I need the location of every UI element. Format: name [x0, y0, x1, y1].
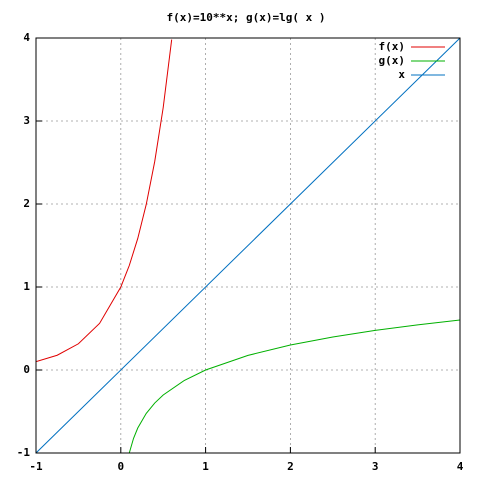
plot-area — [36, 38, 460, 453]
x-tick-label: -1 — [29, 460, 43, 473]
x-tick-label: 4 — [457, 460, 464, 473]
series-line — [36, 38, 460, 453]
y-tick-label: 1 — [23, 280, 30, 293]
y-tick-label: 2 — [23, 197, 30, 210]
x-tick-label: 1 — [202, 460, 209, 473]
legend-label: f(x) — [379, 40, 406, 53]
y-tick-label: 4 — [23, 31, 30, 44]
chart-title: f(x)=10**x; g(x)=lg( x ) — [167, 11, 326, 24]
series-line — [36, 39, 173, 363]
legend-label: x — [398, 68, 405, 81]
y-tick-label: 3 — [23, 114, 30, 127]
plot-border — [35, 37, 461, 454]
x-tick-label: 3 — [372, 460, 379, 473]
series-line — [128, 319, 460, 453]
legend-label: g(x) — [379, 54, 406, 67]
y-tick-label: 0 — [23, 363, 30, 376]
legend: f(x)g(x)x — [379, 40, 445, 81]
x-tick-label: 2 — [287, 460, 294, 473]
x-tick-label: 0 — [117, 460, 124, 473]
y-tick-label: -1 — [17, 446, 31, 459]
